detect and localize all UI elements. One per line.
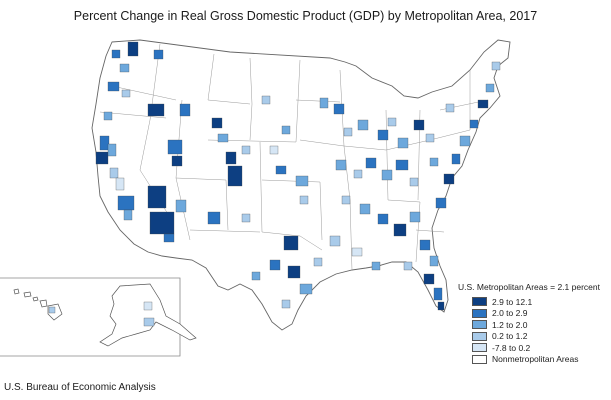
legend-label: Nonmetropolitan Areas bbox=[492, 354, 579, 365]
legend-swatch bbox=[472, 308, 487, 318]
legend-item: 2.9 to 12.1 bbox=[458, 296, 608, 308]
inset-frame bbox=[0, 277, 181, 357]
legend-item: 1.2 to 2.0 bbox=[458, 319, 608, 331]
legend-item: 0.2 to 1.2 bbox=[458, 331, 608, 343]
legend-item: Nonmetropolitan Areas bbox=[458, 354, 608, 366]
legend-label: 1.2 to 2.0 bbox=[492, 319, 528, 330]
alaska-outline bbox=[99, 283, 197, 347]
legend-swatch bbox=[472, 297, 487, 307]
source-credit: U.S. Bureau of Economic Analysis bbox=[4, 382, 156, 393]
legend-label: 2.9 to 12.1 bbox=[492, 296, 533, 307]
legend-label: 2.0 to 2.9 bbox=[492, 308, 528, 319]
map-title: Percent Change in Real Gross Domestic Pr… bbox=[73, 9, 538, 23]
legend-header: U.S. Metropolitan Areas = 2.1 percent bbox=[458, 282, 600, 292]
alaska-metro-anchorage bbox=[143, 317, 155, 327]
legend-label: 0.2 to 1.2 bbox=[492, 331, 528, 342]
legend-item: 2.0 to 2.9 bbox=[458, 308, 608, 320]
hawaii-islands bbox=[13, 288, 63, 321]
alaska-metro-fairbanks bbox=[143, 301, 153, 311]
legend-swatch bbox=[472, 320, 487, 330]
legend-swatch bbox=[472, 354, 487, 364]
legend: U.S. Metropolitan Areas = 2.1 percent 2.… bbox=[458, 282, 608, 365]
hawaii-metro bbox=[48, 306, 56, 314]
legend-swatch bbox=[472, 343, 487, 353]
metro-areas bbox=[95, 41, 501, 311]
legend-item: -7.8 to 0.2 bbox=[458, 342, 608, 354]
legend-swatch bbox=[472, 331, 487, 341]
legend-label: -7.8 to 0.2 bbox=[492, 342, 531, 353]
